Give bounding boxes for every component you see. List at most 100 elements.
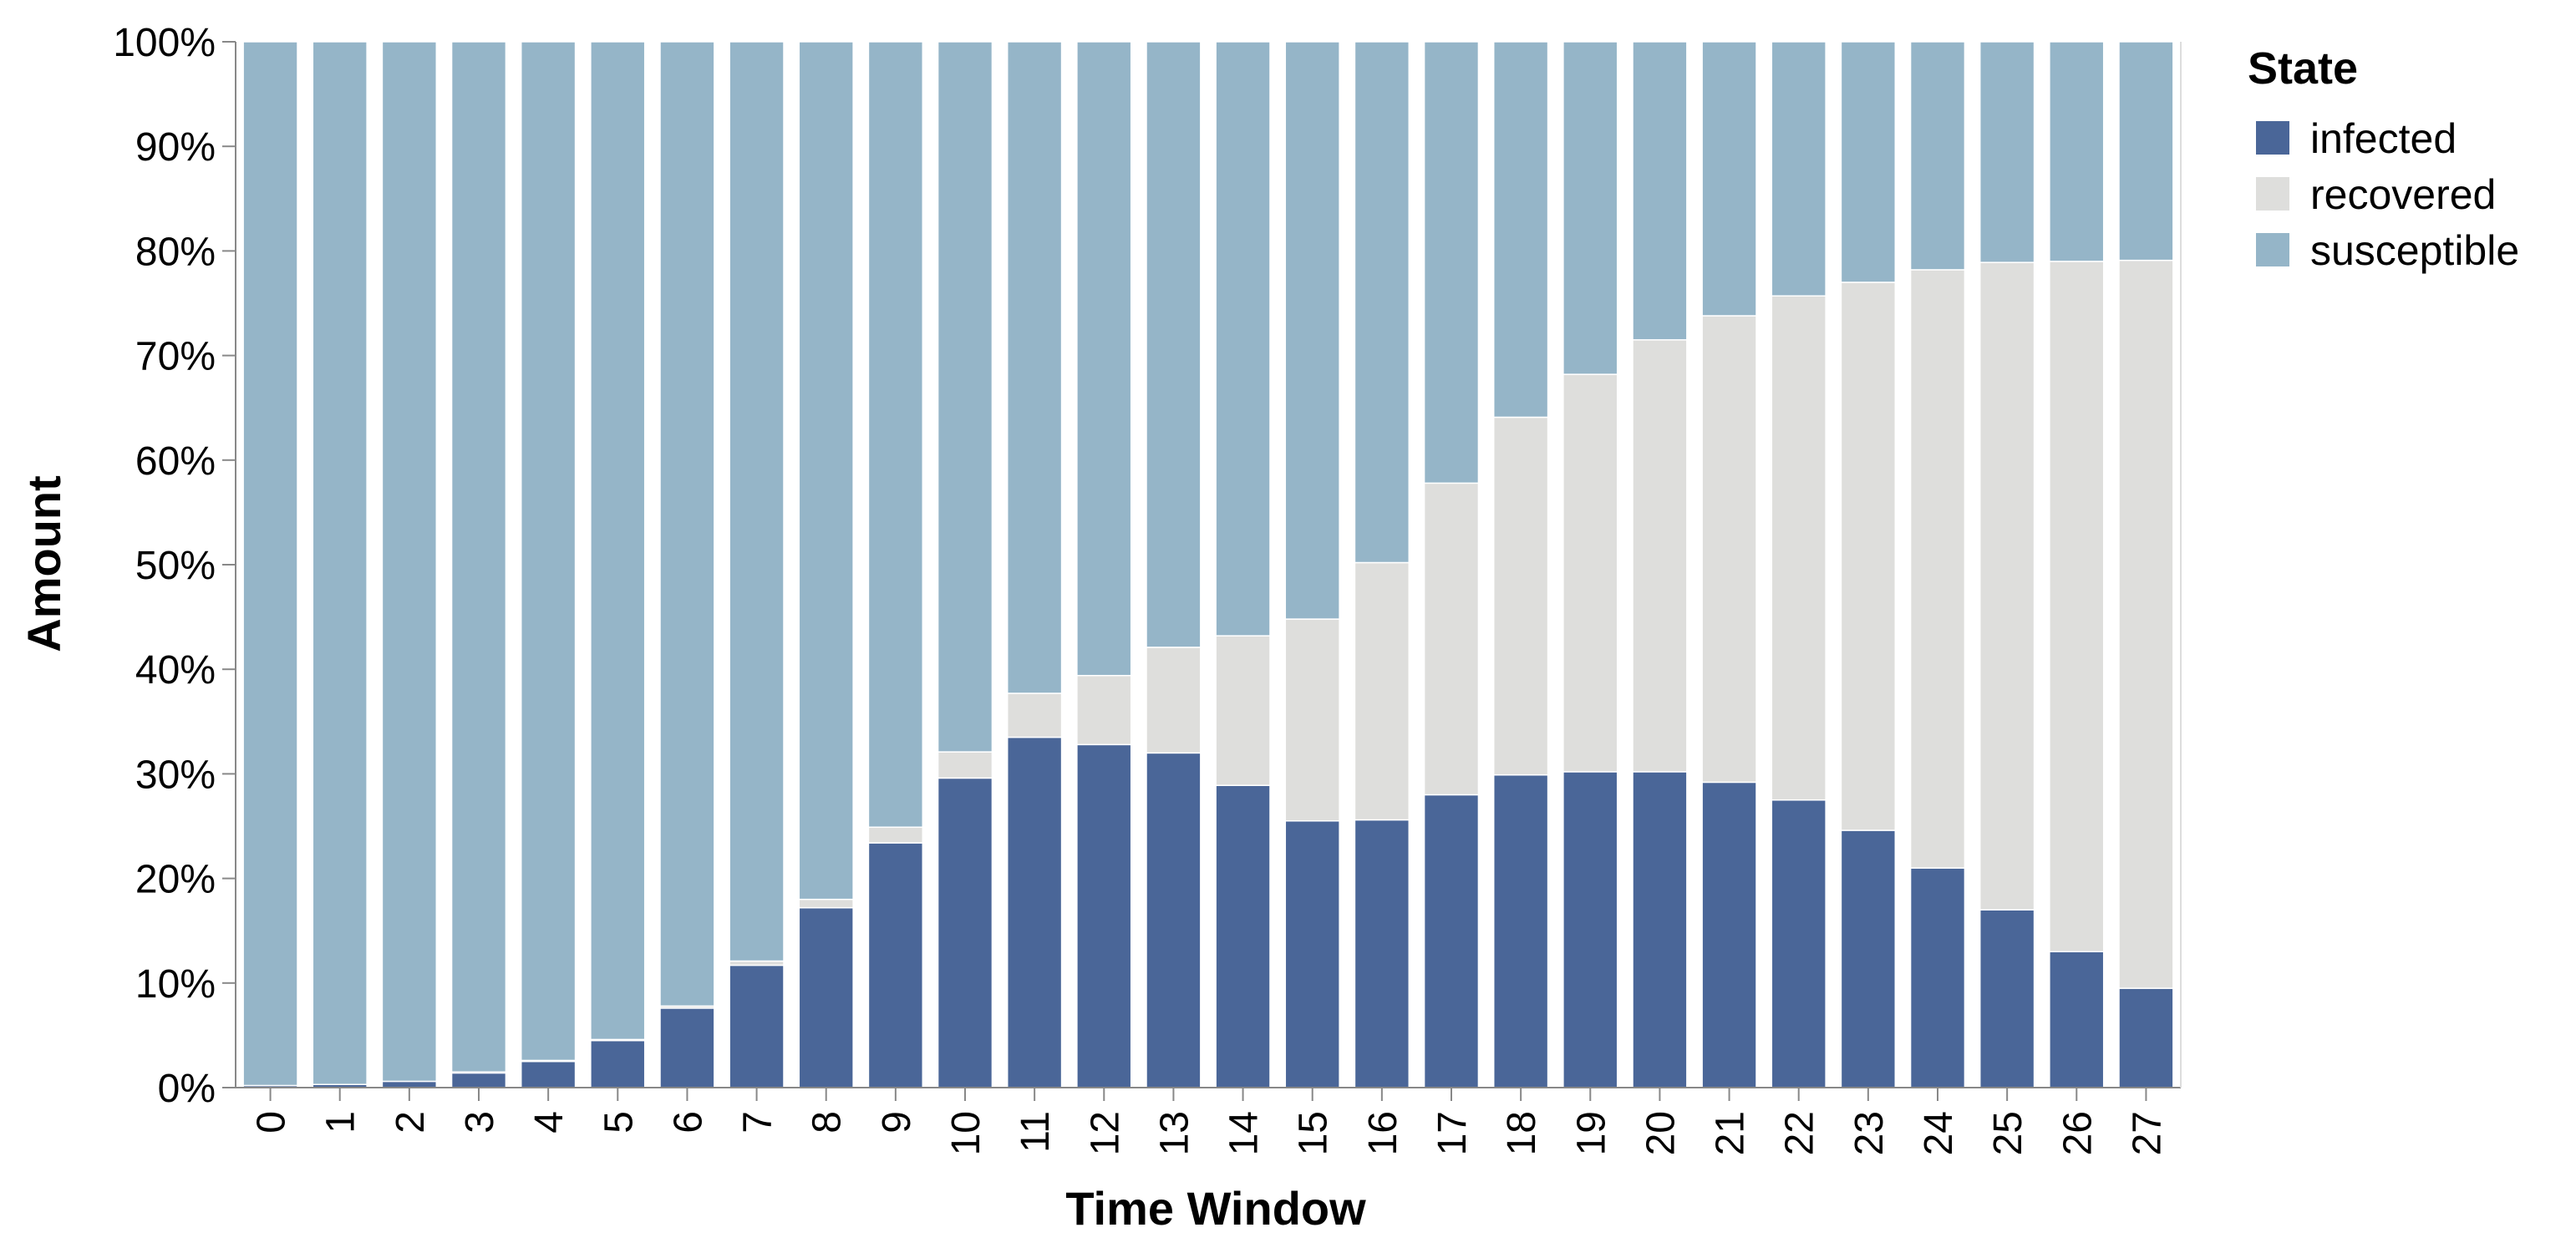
bar-infected-9	[867, 842, 924, 1088]
bar-recovered-26	[2049, 261, 2105, 952]
x-tick-label: 2	[389, 1111, 433, 1134]
bar-stack-17	[1423, 41, 1480, 1088]
bar-recovered-10	[937, 751, 993, 779]
bars	[242, 41, 2174, 1088]
bar-recovered-8	[798, 898, 854, 909]
bar-stack-8	[798, 41, 854, 1088]
bar-stack-13	[1146, 41, 1202, 1088]
y-tick-label: 70%	[135, 335, 216, 379]
bar-recovered-16	[1354, 561, 1410, 821]
legend-label: susceptible	[2310, 227, 2519, 274]
bar-infected-4	[520, 1060, 577, 1088]
bar-infected-26	[2049, 951, 2105, 1088]
bar-susceptible-12	[1076, 41, 1132, 677]
bar-recovered-24	[1909, 269, 1966, 869]
bar-susceptible-13	[1146, 41, 1202, 648]
bar-susceptible-27	[2118, 41, 2174, 261]
legend-item-recovered: recovered	[2256, 171, 2496, 218]
x-tick-label: 0	[250, 1111, 294, 1134]
x-tick-label: 7	[736, 1111, 780, 1134]
x-tick-label: 10	[944, 1111, 988, 1155]
bar-susceptible-17	[1423, 41, 1480, 484]
bar-infected-8	[798, 906, 854, 1088]
x-tick-label: 14	[1222, 1111, 1267, 1155]
bar-infected-25	[1979, 909, 2035, 1088]
bar-infected-17	[1423, 794, 1480, 1088]
bar-infected-3	[450, 1072, 507, 1088]
legend-item-susceptible: susceptible	[2256, 227, 2519, 274]
bar-recovered-27	[2118, 259, 2174, 989]
bar-susceptible-0	[242, 41, 298, 1087]
bar-infected-12	[1076, 743, 1132, 1088]
bar-infected-15	[1284, 819, 1340, 1088]
y-tick-label: 80%	[135, 230, 216, 274]
bar-stack-12	[1076, 41, 1132, 1088]
x-tick-label: 6	[666, 1111, 710, 1134]
x-tick-label: 15	[1292, 1111, 1336, 1155]
y-tick-label: 100%	[113, 21, 216, 65]
y-tick-label: 30%	[135, 753, 216, 797]
bar-susceptible-22	[1771, 41, 1827, 297]
bar-stack-19	[1562, 41, 1618, 1088]
bar-recovered-21	[1701, 315, 1757, 784]
bar-stack-10	[937, 41, 993, 1088]
x-tick-label: 4	[527, 1111, 572, 1134]
bar-stack-21	[1701, 41, 1757, 1088]
bar-recovered-19	[1562, 373, 1618, 773]
bar-stack-25	[1979, 41, 2035, 1088]
bar-infected-27	[2118, 987, 2174, 1088]
bar-infected-23	[1840, 829, 1897, 1088]
bar-infected-14	[1215, 784, 1271, 1088]
bar-susceptible-3	[450, 41, 507, 1073]
bar-stack-15	[1284, 41, 1340, 1088]
bar-infected-22	[1771, 799, 1827, 1088]
x-tick-label: 22	[1778, 1111, 1822, 1155]
bar-stack-2	[381, 41, 438, 1088]
bar-stack-23	[1840, 41, 1897, 1088]
bar-susceptible-19	[1562, 41, 1618, 375]
x-tick-label: 11	[1014, 1111, 1058, 1153]
bar-susceptible-8	[798, 41, 854, 900]
legend-item-infected: infected	[2256, 115, 2457, 162]
bar-stack-0	[242, 41, 298, 1088]
y-tick-label: 60%	[135, 439, 216, 484]
bar-recovered-18	[1492, 416, 1549, 776]
y-tick-label: 90%	[135, 125, 216, 170]
bar-recovered-20	[1632, 339, 1688, 773]
bar-susceptible-2	[381, 41, 438, 1083]
x-tick-label: 3	[458, 1111, 502, 1134]
x-tick-label: 24	[1917, 1111, 1961, 1155]
bar-infected-13	[1146, 752, 1202, 1088]
bar-susceptible-21	[1701, 41, 1757, 317]
legend-items: infected recovered susceptible	[2256, 115, 2519, 274]
bar-recovered-25	[1979, 261, 2035, 911]
bar-stack-18	[1492, 41, 1549, 1088]
bar-infected-6	[659, 1007, 715, 1088]
bar-susceptible-26	[2049, 41, 2105, 262]
x-tick-label: 17	[1430, 1111, 1475, 1155]
y-axis-ticks: 0% 10% 20% 30% 40% 50% 60% 70% 80% 90% 100%	[113, 21, 236, 1111]
bar-susceptible-20	[1632, 41, 1688, 341]
x-tick-label: 23	[1847, 1111, 1892, 1155]
bar-recovered-22	[1771, 295, 1827, 801]
x-tick-label: 13	[1152, 1111, 1197, 1155]
x-axis-ticks: 0 1 2 3 4 5 6 7 8 9 10 11 12 13 14 15 16 17 18 19 20 21 22 23 24…	[250, 1088, 2169, 1155]
bar-susceptible-24	[1909, 41, 1966, 271]
bar-stack-6	[659, 41, 715, 1088]
bar-susceptible-9	[867, 41, 924, 829]
x-tick-label: 1	[319, 1111, 363, 1134]
bar-stack-16	[1354, 41, 1410, 1088]
bar-stack-3	[450, 41, 507, 1088]
bar-stack-7	[729, 41, 785, 1088]
x-tick-label: 27	[2125, 1111, 2169, 1155]
bar-recovered-7	[729, 960, 785, 966]
legend-swatch	[2256, 121, 2289, 155]
bar-susceptible-4	[520, 41, 577, 1062]
x-tick-label: 16	[1361, 1111, 1405, 1155]
legend-title: State	[2248, 43, 2358, 94]
x-tick-label: 21	[1709, 1111, 1753, 1155]
bar-susceptible-16	[1354, 41, 1410, 564]
bar-infected-19	[1562, 771, 1618, 1088]
bar-stack-20	[1632, 41, 1688, 1088]
bar-susceptible-7	[729, 41, 785, 962]
